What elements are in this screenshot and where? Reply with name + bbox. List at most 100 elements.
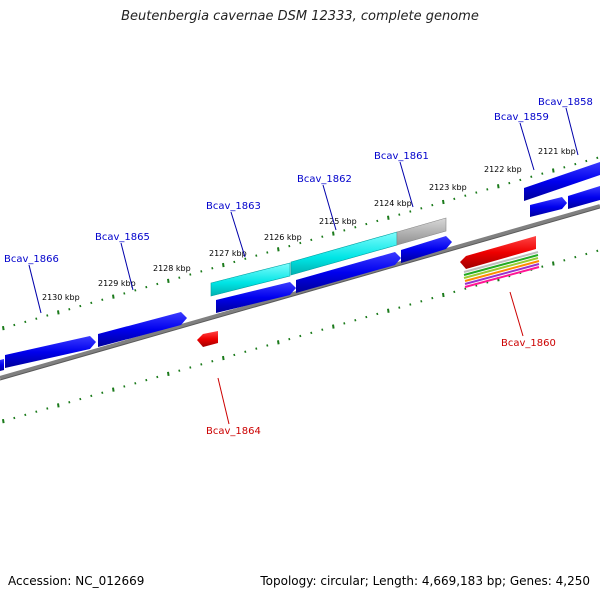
tick-label-2122: 2122 kbp <box>484 165 522 174</box>
outer-scale-tick <box>2 325 5 331</box>
feature-line-pink <box>464 266 540 288</box>
inner-scale-tick <box>464 287 467 290</box>
map-title: Beutenbergia cavernae DSM 12333, complet… <box>121 9 479 24</box>
outer-scale-tick <box>46 314 49 317</box>
feature-line-green <box>463 254 539 276</box>
inner-scale-tick <box>266 344 269 347</box>
inner-scale-tick <box>24 413 27 417</box>
genome-backbone <box>0 204 600 380</box>
inner-scale-tick <box>222 355 225 361</box>
inner-scale-tick <box>233 353 236 357</box>
leader-bcav-1866 <box>28 264 42 314</box>
outer-scale-tick <box>552 168 555 173</box>
cds-bcav-1863 <box>216 282 296 313</box>
outer-scale-tick <box>277 247 280 252</box>
tick-label-2125: 2125 kbp <box>319 217 357 226</box>
outer-scale-ticks <box>2 156 599 331</box>
cyan-feature-track <box>210 217 447 297</box>
feature-line-orange <box>464 260 540 282</box>
outer-scale-tick <box>244 257 247 260</box>
outer-scale-tick <box>596 156 599 160</box>
gene-label-bcav-1859[interactable]: Bcav_1859 <box>494 112 549 123</box>
cds-bcav-1864 <box>197 331 218 347</box>
inner-scale-tick <box>409 303 412 306</box>
grey-feature <box>396 217 447 246</box>
inner-scale-tick <box>13 416 16 420</box>
leader-bcav-1860 <box>509 291 524 337</box>
leader-bcav-1858 <box>565 107 579 156</box>
gene-label-bcav-1858[interactable]: Bcav_1858 <box>538 97 593 108</box>
inner-scale-tick <box>552 261 555 266</box>
cds-bcav-1858-lower <box>568 186 600 209</box>
tick-label-2121: 2121 kbp <box>538 147 576 156</box>
genome-backbone-shadow <box>0 207 600 381</box>
inner-scale-tick <box>200 363 203 366</box>
outer-scale-tick <box>79 304 82 308</box>
gene-label-bcav-1861[interactable]: Bcav_1861 <box>374 151 429 162</box>
outer-scale-tick <box>211 266 214 270</box>
gene-label-bcav-1863[interactable]: Bcav_1863 <box>206 201 261 212</box>
tick-label-2130: 2130 kbp <box>42 293 80 302</box>
outer-scale-tick <box>530 175 533 179</box>
outer-scale-tick <box>134 289 137 292</box>
gene-label-bcav-1866[interactable]: Bcav_1866 <box>4 254 59 265</box>
inner-scale-tick <box>354 319 357 322</box>
gene-label-bcav-1862[interactable]: Bcav_1862 <box>297 174 352 185</box>
inner-scale-tick <box>156 375 159 379</box>
tick-label-2128: 2128 kbp <box>153 264 191 273</box>
inner-scale-tick <box>189 366 192 369</box>
cds-bcav-1866-a <box>0 359 4 371</box>
gene-label-bcav-1864[interactable]: Bcav_1864 <box>206 426 261 437</box>
outer-scale-tick <box>332 231 335 236</box>
inner-scale-tick <box>343 322 346 325</box>
outer-scale-tick <box>508 181 511 185</box>
outer-scale-tick <box>57 310 60 315</box>
inner-scale-tick <box>332 324 335 329</box>
outer-scale-tick <box>156 282 159 286</box>
inner-scale-tick <box>68 400 71 404</box>
leader-bcav-1864 <box>217 377 230 425</box>
cds-bcav-1866 <box>5 336 96 368</box>
outer-scale-tick <box>35 317 38 320</box>
inner-scale-tick <box>277 340 280 345</box>
outer-scale-tick <box>486 188 489 191</box>
inner-scale-tick <box>46 407 49 410</box>
leader-bcav-1863 <box>230 211 246 258</box>
outer-scale-tick <box>200 270 203 273</box>
gene-label-bcav-1860[interactable]: Bcav_1860 <box>501 338 556 349</box>
outer-scale-tick <box>321 235 324 238</box>
cds-bcav-1860 <box>460 236 536 269</box>
cds-bcav-1859 <box>530 197 567 217</box>
label-leaders <box>28 107 579 425</box>
outer-scale-tick <box>497 184 500 189</box>
inner-scale-tick <box>79 397 82 401</box>
inner-scale-tick <box>244 350 247 353</box>
reverse-cds-track <box>197 236 540 347</box>
inner-scale-tick <box>563 259 566 262</box>
inner-scale-tick <box>123 385 126 388</box>
outer-scale-tick <box>563 166 566 169</box>
outer-scale-tick <box>475 191 478 194</box>
cds-bcav-1858 <box>524 162 600 201</box>
outer-scale-tick <box>13 323 16 327</box>
outer-scale-tick <box>145 285 148 289</box>
leader-bcav-1865 <box>120 242 134 291</box>
inner-scale-tick <box>310 331 313 335</box>
feature-line-purple <box>464 263 540 285</box>
outer-scale-tick <box>420 207 423 210</box>
gene-label-bcav-1865[interactable]: Bcav_1865 <box>95 232 150 243</box>
inner-scale-tick <box>288 337 291 341</box>
inner-scale-ticks <box>2 249 599 424</box>
outer-scale-tick <box>222 262 225 268</box>
cyan-feature-1 <box>210 262 291 297</box>
tick-label-2124: 2124 kbp <box>374 199 412 208</box>
outer-scale-tick <box>310 238 313 242</box>
outer-scale-tick <box>255 254 258 257</box>
inner-scale-tick <box>321 328 324 331</box>
outer-scale-tick <box>90 301 93 305</box>
outer-scale-tick <box>24 320 27 324</box>
accession-text: Accession: NC_012669 <box>8 574 145 588</box>
inner-scale-tick <box>585 252 588 256</box>
inner-scale-tick <box>178 369 181 372</box>
scale-labels: 2121 kbp 2122 kbp 2123 kbp 2124 kbp 2125… <box>42 147 576 302</box>
